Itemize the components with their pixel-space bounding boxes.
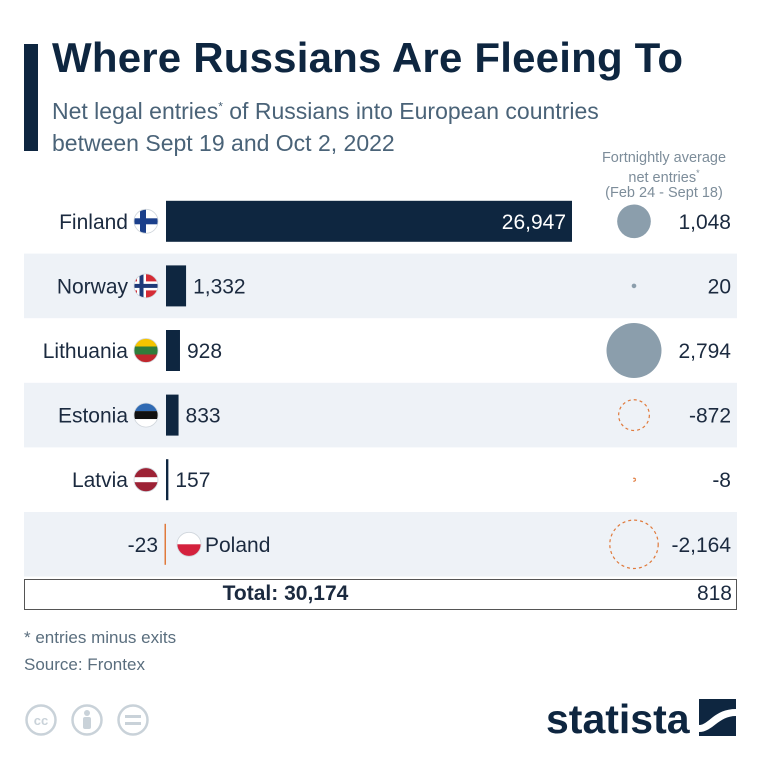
chart-subtitle-line2: between Sept 19 and Oct 2, 2022 — [52, 130, 395, 156]
bar-norway — [166, 265, 187, 307]
bar-value-label-finland: 26,947 — [502, 211, 566, 234]
bubble-header-line1: Fortnightly average — [601, 150, 727, 166]
bubble-header-text: net entries — [628, 169, 697, 186]
poland-flag-icon — [176, 531, 202, 557]
bubble-header-asterisk: * — [696, 168, 700, 178]
chart-area: Finland 26,947 1,048 Norway 1,332 20 Lithuania… — [24, 200, 737, 577]
norway-flag-icon — [133, 273, 159, 299]
bubble-finland — [617, 204, 651, 239]
avg-value-label-lithuania: 2,794 — [678, 340, 731, 363]
total-label: Total: 30,174 — [222, 582, 349, 605]
row-background — [24, 253, 737, 319]
bar-lithuania — [166, 330, 180, 371]
footnote: * entries minus exits — [24, 628, 177, 647]
source: Source: Frontex — [24, 655, 145, 674]
subtitle-asterisk: * — [218, 99, 223, 114]
avg-value-label-latvia: -8 — [712, 469, 731, 492]
lithuania-flag-icon — [133, 338, 159, 363]
bubble-poland — [609, 519, 659, 570]
bar-value-label-poland: -23 — [128, 534, 158, 557]
title-accent-bar — [24, 44, 38, 151]
statista-logo-icon — [699, 699, 736, 736]
total-box — [24, 579, 737, 610]
bar-poland — [164, 523, 166, 565]
avg-value-label-estonia: -872 — [689, 405, 731, 428]
category-label-latvia: Latvia — [72, 469, 128, 492]
bubble-latvia — [631, 477, 637, 482]
bar-value-label-lithuania: 928 — [187, 340, 222, 363]
bar-value-label-latvia: 157 — [175, 469, 210, 492]
bar-value-label-estonia: 833 — [186, 405, 221, 428]
statista-wordmark: statista — [546, 696, 691, 742]
bar-estonia — [166, 394, 179, 436]
finland-flag-icon — [133, 208, 159, 234]
cc-icon[interactable]: cc — [25, 704, 57, 736]
category-label-poland: Poland — [205, 534, 270, 557]
attribution-icon[interactable] — [71, 704, 103, 736]
category-label-finland: Finland — [59, 211, 128, 234]
bubble-norway — [631, 283, 637, 289]
bar-value-label-norway: 1,332 — [193, 275, 246, 298]
estonia-flag-icon — [133, 402, 159, 428]
chart-subtitle-line1: Net legal entries* of Russians into Euro… — [52, 98, 599, 125]
category-label-lithuania: Lithuania — [43, 340, 129, 363]
bubble-estonia — [618, 399, 650, 432]
avg-value-label-norway: 20 — [708, 275, 731, 298]
bar-finland — [166, 200, 572, 242]
bubble-lithuania — [606, 323, 662, 378]
category-label-estonia: Estonia — [58, 405, 128, 428]
row-background — [24, 512, 737, 577]
statista-logo[interactable]: statista — [546, 694, 742, 744]
avg-value-label-poland: -2,164 — [671, 534, 731, 557]
row-background — [24, 382, 737, 448]
bar-latvia — [166, 459, 169, 501]
subtitle-text: Net legal entries — [52, 98, 219, 124]
subtitle-text-cont: of Russians into European countries — [222, 98, 599, 124]
license-icons[interactable]: cc — [24, 703, 164, 739]
avg-value-label-finland: 1,048 — [678, 211, 731, 234]
bubble-header-line3: (Feb 24 - Sept 18) — [605, 184, 723, 201]
no-derivatives-icon[interactable] — [117, 704, 149, 736]
svg-text:cc: cc — [34, 713, 48, 728]
bubble-header-line2: net entries* — [578, 166, 750, 186]
chart-title: Where Russians Are Fleeing To — [52, 34, 684, 81]
bubble-column-header: Fortnightly average net entries* (Feb 24… — [578, 151, 750, 201]
latvia-flag-icon — [133, 467, 159, 493]
total-average: 818 — [696, 582, 732, 605]
category-label-norway: Norway — [57, 275, 129, 298]
